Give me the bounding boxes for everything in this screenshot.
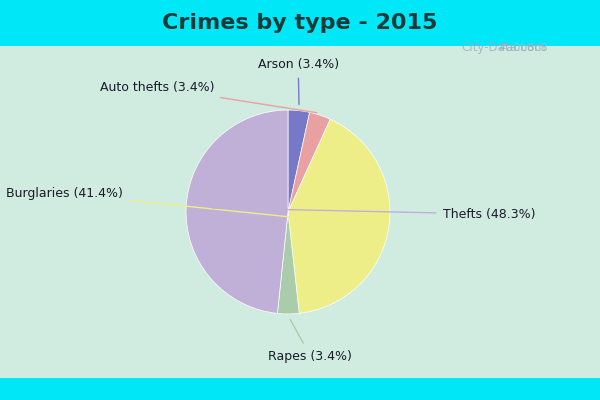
Wedge shape	[288, 112, 330, 212]
Text: #a0b8c8: #a0b8c8	[497, 43, 547, 53]
Wedge shape	[288, 119, 390, 313]
Text: City-Data.com: City-Data.com	[461, 42, 547, 54]
Wedge shape	[186, 110, 288, 313]
Wedge shape	[277, 212, 299, 314]
Text: Burglaries (41.4%): Burglaries (41.4%)	[6, 187, 367, 225]
Wedge shape	[288, 110, 310, 212]
Text: Arson (3.4%): Arson (3.4%)	[257, 58, 339, 104]
Text: Auto thefts (3.4%): Auto thefts (3.4%)	[100, 81, 317, 113]
Text: Crimes by type - 2015: Crimes by type - 2015	[163, 13, 437, 33]
Text: Rapes (3.4%): Rapes (3.4%)	[268, 320, 352, 363]
Text: Thefts (48.3%): Thefts (48.3%)	[213, 208, 535, 220]
